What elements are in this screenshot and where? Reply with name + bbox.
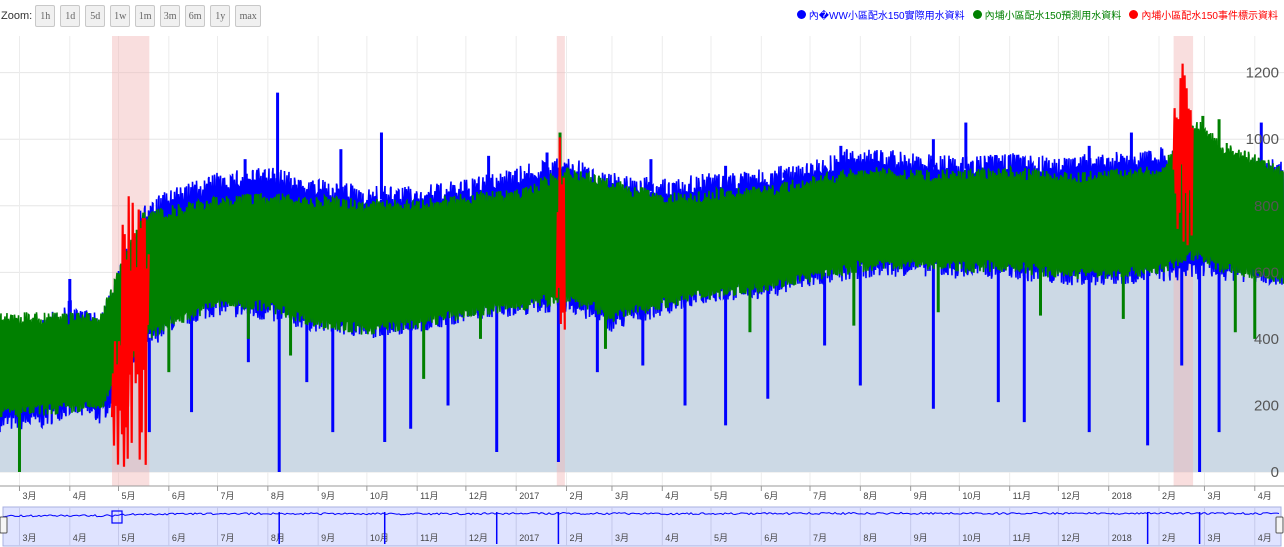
x-tick-label: 8月 [863, 491, 877, 501]
navigator-tick-label: 4月 [73, 533, 87, 543]
legend-item-actual[interactable]: 內�WW小區配水150實際用水資料 [796, 7, 965, 22]
x-tick-label: 2月 [570, 491, 584, 501]
zoom-1h-button[interactable]: 1h [35, 5, 56, 27]
x-tick-label: 5月 [121, 491, 135, 501]
navigator-handle-right[interactable] [1275, 516, 1284, 534]
series-event [110, 63, 1194, 467]
navigator-handle-left[interactable] [0, 516, 8, 534]
x-tick-label: 6月 [764, 491, 778, 501]
navigator-tick-label: 9月 [321, 533, 335, 543]
x-tick-label: 4月 [665, 491, 679, 501]
navigator-tick-label: 8月 [863, 533, 877, 543]
navigator-tick-label: 4月 [665, 533, 679, 543]
event-segment [1172, 63, 1194, 246]
x-tick-label: 12月 [469, 491, 488, 501]
navigator[interactable]: 3月 4月 5月 6月 7月 8月 9月 10月 11月 12月 2017 2月 3月 4月 5月 6月 7月 8… [0, 506, 1284, 547]
x-tick-label: 7月 [813, 491, 827, 501]
event-segment [555, 137, 566, 330]
x-axis: 3月 4月 5月 6月 7月 8月 9月 10月 11月 12月 2017 2月 3月 4月 5月 6月 7月 8… [0, 485, 1284, 501]
x-tick-label: 11月 [420, 491, 438, 501]
x-tick-label: 10月 [370, 491, 389, 501]
navigator-tick-label: 2月 [1162, 533, 1176, 543]
navigator-tick-label: 10月 [962, 533, 981, 543]
navigator-tick-label: 12月 [1061, 533, 1080, 543]
zoom-3m-button[interactable]: 3m [160, 5, 181, 27]
x-tick-label: 4月 [73, 491, 87, 501]
legend-marker [796, 10, 806, 19]
y-tick-label: 1200 [1246, 65, 1279, 82]
navigator-tick-label: 2018 [1112, 533, 1132, 543]
navigator-tick-label: 2月 [570, 533, 584, 543]
legend-marker [1129, 10, 1139, 19]
x-tick-label: 12月 [1061, 491, 1080, 501]
x-tick-label: 9月 [321, 491, 335, 501]
navigator-series [2, 511, 1280, 518]
navigator-tick-label: 7月 [813, 533, 827, 543]
x-tick-label: 5月 [714, 491, 728, 501]
x-tick-label: 11月 [1013, 491, 1031, 501]
event-segment [120, 196, 150, 465]
navigator-tick-label: 3月 [615, 533, 629, 543]
y-tick-label: 800 [1254, 198, 1279, 215]
zoom-max-button[interactable]: max [235, 5, 262, 27]
y-tick-label: 1000 [1246, 131, 1279, 148]
series-line [0, 121, 1284, 418]
y-axis: 0 200 400 600 800 1000 1200 [1246, 65, 1279, 481]
navigator-tick-label: 2017 [519, 533, 539, 543]
x-tick-label: 6月 [172, 491, 186, 501]
navigator-tick-label: 6月 [764, 533, 778, 543]
x-tick-label: 7月 [221, 491, 235, 501]
zoom-1d-button[interactable]: 1d [60, 5, 81, 27]
zoom-5d-button[interactable]: 5d [85, 5, 106, 27]
navigator-tick-label: 11月 [420, 533, 438, 543]
y-tick-label: 0 [1271, 464, 1279, 481]
legend: 內�WW小區配水150實際用水資料 內埔小區配水150預測用水資料 內埔小區配水… [789, 7, 1278, 22]
y-tick-label: 400 [1254, 331, 1279, 348]
legend-item-event[interactable]: 內埔小區配水150事件標示資料 [1129, 7, 1278, 22]
x-tick-label: 4月 [1258, 491, 1272, 501]
x-tick-label: 2月 [1162, 491, 1176, 501]
navigator-tick-label: 9月 [914, 533, 928, 543]
legend-marker [972, 10, 982, 19]
zoom-6m-button[interactable]: 6m [185, 5, 206, 27]
navigator-tick-label: 3月 [22, 533, 36, 543]
legend-label: 內埔小區配水150事件標示資料 [1141, 11, 1278, 22]
x-tick-label: 2018 [1112, 491, 1132, 501]
series-actual [0, 92, 1284, 472]
navigator-event-mark [111, 510, 123, 524]
navigator-tick-label: 10月 [370, 533, 389, 543]
zoom-1y-button[interactable]: 1y [210, 5, 231, 27]
navigator-tick-label: 5月 [714, 533, 728, 543]
y-tick-label: 600 [1254, 264, 1279, 281]
y-tick-label: 200 [1254, 397, 1279, 414]
navigator-tick-label: 3月 [1207, 533, 1221, 543]
legend-label: 內�WW小區配水150實際用水資料 [808, 11, 965, 22]
x-tick-label: 10月 [962, 491, 981, 501]
x-tick-label: 8月 [271, 491, 285, 501]
legend-item-forecast[interactable]: 內埔小區配水150預測用水資料 [972, 7, 1122, 22]
zoom-1m-button[interactable]: 1m [135, 5, 156, 27]
zoom-1w-button[interactable]: 1w [110, 5, 131, 27]
navigator-tick-label: 6月 [172, 533, 186, 543]
navigator-tick-label: 11月 [1013, 533, 1031, 543]
x-tick-label: 2017 [519, 491, 539, 501]
legend-label: 內埔小區配水150預測用水資料 [984, 11, 1122, 22]
x-tick-label: 3月 [22, 491, 36, 501]
x-tick-label: 9月 [914, 491, 928, 501]
zoom-label: Zoom: [1, 10, 33, 22]
series-forecast [0, 115, 1284, 472]
x-tick-label: 3月 [615, 491, 629, 501]
x-tick-label: 3月 [1207, 491, 1221, 501]
navigator-tick-label: 4月 [1258, 533, 1272, 543]
navigator-tick-label: 8月 [271, 533, 285, 543]
navigator-tick-label: 5月 [121, 533, 135, 543]
zoom-bar: Zoom: 1h 1d 5d 1w 1m 3m 6m 1y max [0, 4, 266, 28]
navigator-tick-label: 7月 [221, 533, 235, 543]
navigator-tick-label: 12月 [469, 533, 488, 543]
